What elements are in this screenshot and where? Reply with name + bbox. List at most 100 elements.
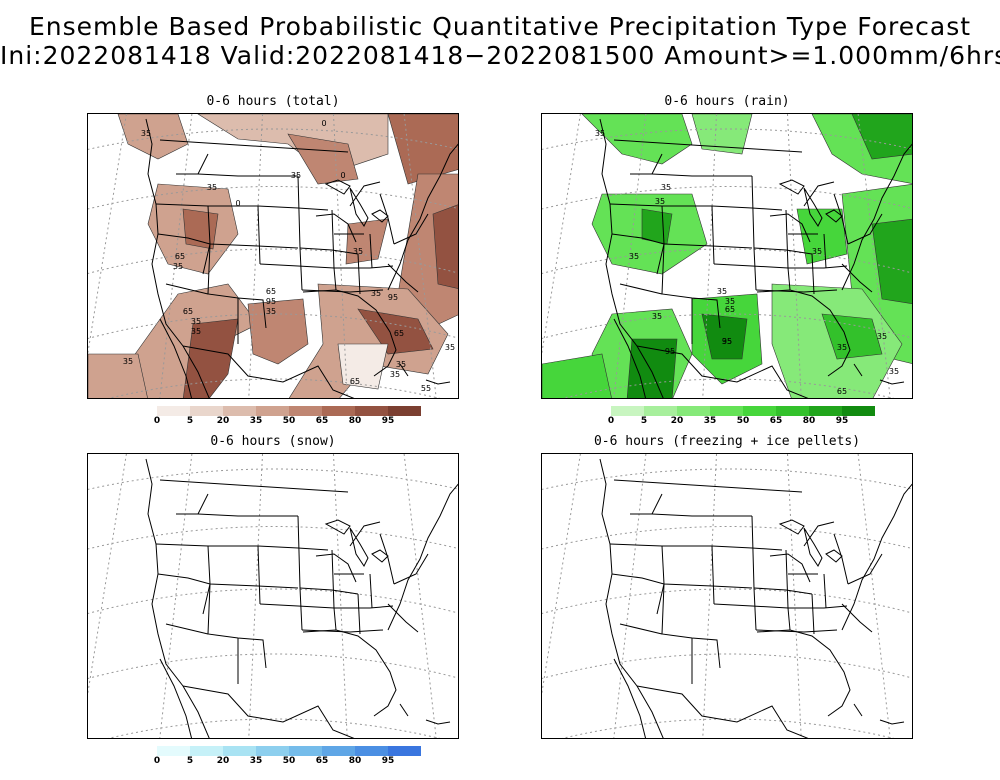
contour-label: 35	[837, 343, 847, 352]
graticule-line	[613, 114, 647, 398]
graticule-line	[613, 454, 647, 738]
state-border	[823, 573, 827, 609]
state-border	[387, 263, 419, 293]
state-border	[619, 623, 663, 635]
state-border	[159, 479, 349, 493]
graticule-line	[88, 248, 458, 274]
coastline	[425, 379, 451, 385]
panel-title-snow: 0-6 hours (snow)	[210, 434, 336, 449]
graticule-line	[542, 526, 912, 550]
coastline	[879, 719, 905, 725]
contour-label: 35	[353, 247, 363, 256]
probability-field	[542, 114, 912, 398]
colorbar-tick-label: 0	[607, 416, 615, 426]
coastline	[387, 483, 458, 631]
state-border	[651, 173, 752, 177]
panel-title-total: 0-6 hours (total)	[206, 94, 340, 109]
coastline	[599, 118, 664, 398]
colorbar-tick-label: 20	[670, 416, 684, 426]
coastlines-and-borders	[599, 458, 912, 738]
coastline	[302, 289, 397, 377]
colorbar-tick-label: 20	[216, 756, 230, 766]
figure-title-line2: Ini:2022081418 Valid:2022081418−20220815…	[0, 41, 1000, 70]
graticule	[542, 114, 912, 398]
graticule-line	[542, 653, 912, 679]
map-panel-snow	[87, 453, 459, 739]
state-border	[769, 213, 811, 243]
state-border	[847, 213, 883, 245]
colorbar-labels-snow: 0 5 20 35 50 65 80 95	[154, 756, 457, 768]
colorbar-tick-label: 35	[703, 416, 717, 426]
graticule-line	[88, 454, 127, 696]
contour-label: 35	[595, 129, 605, 138]
probability-contour	[387, 114, 458, 185]
colorbar-swatch	[322, 746, 355, 756]
colorbar-swatch	[842, 406, 875, 416]
contour-label: 35	[661, 183, 671, 192]
colorbar-swatch	[157, 406, 190, 416]
state-border	[299, 247, 359, 255]
state-border	[841, 263, 873, 293]
graticule-line	[702, 114, 718, 398]
coastline	[613, 658, 647, 738]
state-border	[751, 515, 757, 631]
contour-label: 35	[877, 332, 887, 341]
state-border	[788, 605, 848, 609]
graticule-line	[542, 454, 581, 696]
coastline	[853, 703, 863, 717]
state-border	[334, 605, 394, 609]
probability-contour	[691, 114, 753, 155]
contour-label: 0	[235, 199, 240, 208]
colorbar-swatch	[289, 406, 322, 416]
probability-contour	[357, 308, 434, 355]
state-border	[387, 603, 419, 633]
state-border	[379, 533, 395, 585]
state-border	[753, 587, 813, 595]
graticule-line	[542, 313, 912, 339]
graticule-line	[88, 588, 458, 614]
state-border	[369, 573, 373, 609]
colorbar-tick-label: 50	[282, 756, 296, 766]
graticule-line	[561, 718, 895, 738]
state-border	[833, 533, 849, 585]
great-lake	[371, 209, 389, 223]
state-border	[297, 175, 303, 291]
contour-label: 35	[123, 357, 133, 366]
probability-contour	[871, 218, 912, 304]
graticule-line	[107, 378, 441, 398]
coastline	[853, 363, 863, 377]
contour-label: 65	[350, 377, 360, 386]
probability-contour	[851, 114, 912, 160]
colorbar-swatch	[776, 406, 809, 416]
graticule-line	[248, 114, 264, 398]
contour-label: 35	[191, 327, 201, 336]
map-frz	[542, 454, 912, 738]
graticule-line	[332, 114, 348, 398]
contour-label: 35	[173, 262, 183, 271]
state-border	[257, 205, 261, 265]
state-border	[315, 553, 357, 583]
great-lake	[803, 527, 823, 567]
contour-label: 95	[388, 293, 398, 302]
coastline	[613, 318, 647, 398]
state-border	[176, 153, 209, 175]
graticule-line	[88, 526, 458, 550]
state-border	[357, 253, 361, 295]
contour-label: 55	[421, 384, 431, 393]
graticule-line	[159, 454, 193, 738]
colorbar-tick-label: 80	[348, 416, 362, 426]
contour-label: 0	[340, 171, 345, 180]
probability-contour	[581, 114, 693, 165]
coastline	[879, 379, 905, 385]
state-border	[349, 181, 381, 207]
colorbar-tick-label: 95	[381, 756, 395, 766]
graticule-line	[403, 454, 437, 738]
state-border	[753, 247, 813, 255]
state-border	[811, 253, 815, 295]
coastline	[756, 629, 851, 717]
colorbar-swatch	[289, 746, 322, 756]
colorbar-tick-label: 65	[315, 756, 329, 766]
map-snow	[88, 454, 458, 738]
